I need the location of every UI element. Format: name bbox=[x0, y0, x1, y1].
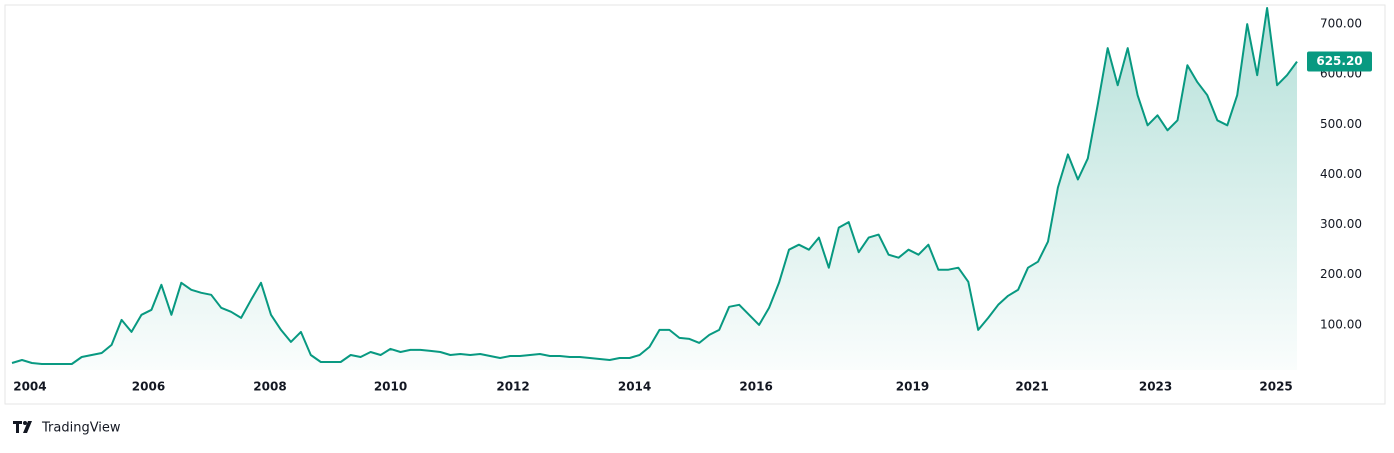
x-tick-label: 2014 bbox=[618, 380, 651, 394]
area-fill bbox=[12, 8, 1297, 370]
y-tick-label: 300.00 bbox=[1320, 217, 1362, 231]
y-tick-label: 200.00 bbox=[1320, 267, 1362, 281]
x-tick-label: 2010 bbox=[374, 380, 407, 394]
x-tick-label: 2008 bbox=[253, 380, 286, 394]
x-tick-label: 2016 bbox=[739, 380, 772, 394]
y-tick-label: 100.00 bbox=[1320, 317, 1362, 331]
x-tick-label: 2023 bbox=[1139, 380, 1172, 394]
price-line bbox=[11, 7, 1298, 365]
last-price-label: 625.20 bbox=[1316, 54, 1362, 68]
chart-frame bbox=[4, 4, 1386, 405]
x-tick-label: 2004 bbox=[13, 380, 46, 394]
brand: TradingView bbox=[41, 421, 121, 436]
x-tick-label: 2021 bbox=[1015, 380, 1048, 394]
logo bbox=[13, 421, 32, 433]
x-tick-label: 2019 bbox=[896, 380, 929, 394]
x-tick-label: 2006 bbox=[132, 380, 165, 394]
y-tick-label: 500.00 bbox=[1320, 117, 1362, 131]
x-tick-label: 2025 bbox=[1259, 380, 1292, 394]
y-tick-label: 700.00 bbox=[1320, 17, 1362, 31]
x-tick-label: 2012 bbox=[496, 380, 529, 394]
y-tick-label: 400.00 bbox=[1320, 167, 1362, 181]
last-price-badge bbox=[1307, 51, 1372, 72]
